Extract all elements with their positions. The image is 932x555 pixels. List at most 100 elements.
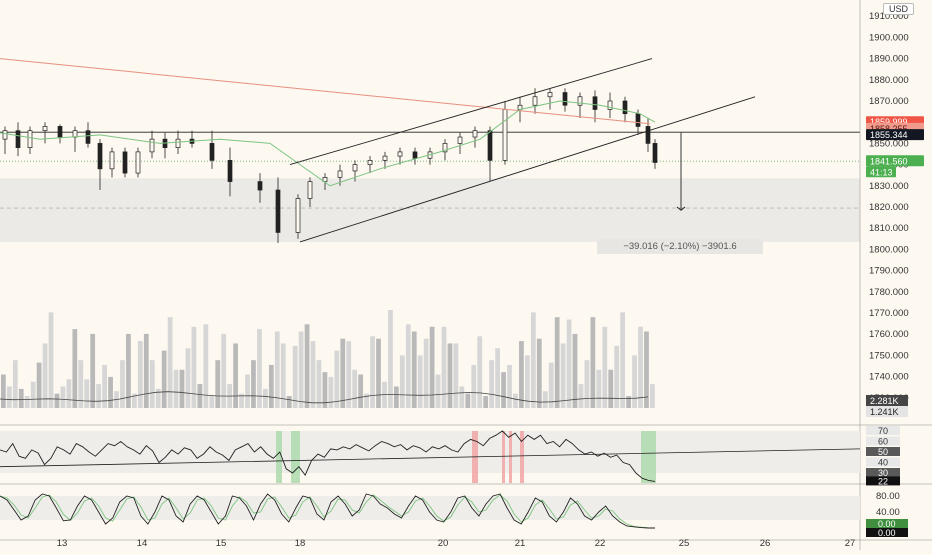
volume-bar <box>132 393 137 408</box>
volume-bar <box>245 374 250 408</box>
volume-bar <box>137 341 143 408</box>
measure-text: −39.016 (−2.10%) −3901.6 <box>623 241 737 252</box>
measure-label: −39.016 (−2.10%) −3901.6 <box>597 239 763 254</box>
candle <box>57 124 63 144</box>
candle-down <box>275 189 281 233</box>
candle-down <box>562 92 568 106</box>
volume-bar <box>167 317 173 408</box>
volume-bar <box>429 326 435 408</box>
candle <box>2 126 8 154</box>
candle <box>257 173 263 203</box>
candle-up <box>532 96 538 106</box>
candle-up <box>367 160 373 165</box>
volume-bar <box>495 348 500 408</box>
date-axis[interactable]: 13 14 15 18 20 21 22 25 26 27 <box>57 538 856 549</box>
volume-bar <box>572 333 578 408</box>
volume-bar <box>310 341 316 408</box>
candle-down <box>15 130 21 148</box>
candle <box>97 139 103 191</box>
date-tick-label: 21 <box>515 538 526 549</box>
volume-bar <box>489 360 495 408</box>
rsi-tick-badge <box>866 436 900 446</box>
channel-upper-line <box>289 58 653 166</box>
volume-bar <box>72 329 78 408</box>
volume-bar <box>84 379 90 408</box>
volume-bar <box>155 388 161 408</box>
volume-bar <box>78 360 84 408</box>
candle <box>122 147 128 178</box>
candle <box>322 173 328 191</box>
candle-up <box>175 138 181 148</box>
candle <box>352 160 358 182</box>
ma-200-line <box>0 58 651 125</box>
candle <box>367 156 373 174</box>
volume-bar <box>394 386 399 408</box>
rsi-oversold-highlight <box>641 431 656 483</box>
volume-bar <box>530 312 536 408</box>
rsi-tick-badge <box>866 447 900 456</box>
rsi-tick-label: 70 <box>878 426 888 436</box>
volume-bar <box>364 393 369 408</box>
candle-up <box>442 143 448 153</box>
volume-bar <box>411 331 417 408</box>
volume-bar <box>614 345 620 408</box>
volume-bar <box>60 386 66 408</box>
volume-bar <box>346 341 352 408</box>
measure-arrow-head <box>676 206 686 211</box>
ma-50-line <box>0 100 656 187</box>
rsi-tick-badge <box>866 426 900 435</box>
stoch-tick-label: 40.00 <box>876 507 900 518</box>
stoch-value-badge <box>866 519 908 528</box>
price-tick-label: 1900.000 <box>869 32 909 43</box>
price-axis[interactable]: 1920.000 1910.000 1900.000 1890.000 1880.000… <box>866 0 924 538</box>
rsi-tick-badge <box>866 457 900 467</box>
volume-bar <box>513 393 518 408</box>
volume-bar <box>632 355 637 408</box>
date-tick-label: 13 <box>57 538 68 549</box>
price-tick-label: 1800.000 <box>869 244 909 255</box>
candle <box>135 147 141 178</box>
volume-bar <box>602 326 608 408</box>
volume-bar <box>447 343 453 408</box>
price-tick-label: 1770.000 <box>869 308 909 319</box>
candle <box>577 92 583 118</box>
volume-bar <box>399 355 405 408</box>
volume-bar <box>370 336 375 408</box>
stoch-value-label: 0.00 <box>878 528 896 538</box>
candle <box>562 88 568 112</box>
candle-up <box>337 170 343 178</box>
price-badge <box>866 166 896 178</box>
volume-bar <box>376 338 381 408</box>
candle <box>109 147 115 178</box>
candle-up <box>135 151 141 174</box>
rsi-pane <box>0 430 861 483</box>
volume-bar <box>525 355 530 408</box>
volume-bar <box>18 388 24 408</box>
date-tick-label: 18 <box>295 538 306 549</box>
candle-up <box>109 151 115 170</box>
volume-bar <box>626 396 631 408</box>
volume-bar <box>179 369 185 408</box>
volume-bar <box>6 386 12 408</box>
volume-bar <box>358 374 364 408</box>
candle <box>15 122 21 157</box>
price-tick-label: 1820.000 <box>869 202 909 213</box>
currency-label[interactable]: USD <box>882 3 914 15</box>
rsi-tick-label: 30 <box>878 468 888 478</box>
candle <box>457 132 463 154</box>
volume-bar <box>36 362 42 408</box>
price-badge <box>866 155 924 167</box>
volume-bar <box>507 364 512 408</box>
price-tick-label: 1880.000 <box>869 75 909 86</box>
volume-bar <box>292 345 298 408</box>
volume-bar <box>501 372 506 408</box>
price-tick-label: 1850.000 <box>869 138 909 149</box>
rsi-overbought-highlight <box>502 431 505 483</box>
candle-up <box>397 151 403 157</box>
price-tick-label: 1920.000 <box>869 0 909 1</box>
volume-bar <box>536 338 542 408</box>
candle-up <box>382 155 388 161</box>
volume-bar <box>334 350 340 408</box>
